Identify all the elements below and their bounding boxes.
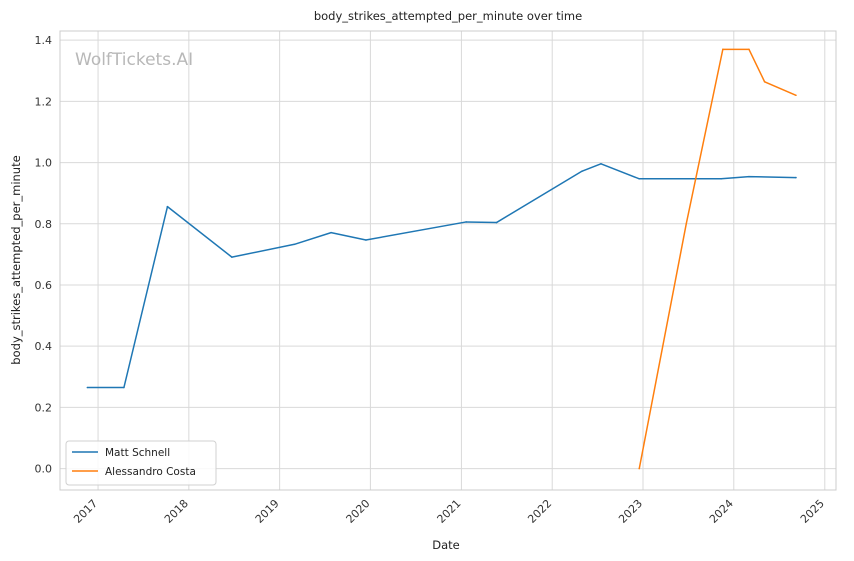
data-point — [748, 48, 750, 51]
series-line — [638, 48, 797, 469]
data-point — [638, 178, 641, 180]
data-point — [293, 243, 296, 246]
y-tick-label: 0.0 — [35, 463, 53, 476]
grid-lines — [60, 31, 836, 490]
data-point — [231, 256, 233, 258]
data-point — [600, 163, 602, 165]
data-point — [86, 386, 89, 389]
series-alessandro-costa — [638, 48, 797, 470]
y-tick-label: 1.2 — [35, 95, 53, 108]
y-tick-label: 1.0 — [35, 157, 53, 170]
data-point — [581, 170, 583, 172]
y-tick-labels: 0.0 0.2 0.4 0.6 0.8 1.0 1.2 1.4 — [35, 34, 53, 475]
data-point — [795, 94, 797, 97]
data-point — [166, 205, 169, 208]
data-point — [465, 221, 467, 223]
legend-label-matt-schnell: Matt Schnell — [105, 447, 170, 459]
legend-label-alessandro-costa: Alessandro Costa — [105, 466, 196, 478]
data-point — [365, 239, 367, 241]
watermark: WolfTickets.AI — [75, 50, 193, 70]
legend: Matt Schnell Alessandro Costa — [65, 440, 217, 486]
y-axis-label: body_strikes_attempted_per_minute — [9, 155, 23, 364]
data-point — [795, 176, 797, 179]
chart-title: body_strikes_attempted_per_minute over t… — [314, 9, 582, 23]
y-tick-label: 1.4 — [35, 34, 53, 47]
data-point — [638, 467, 641, 470]
series-lines — [86, 48, 797, 470]
data-point — [330, 231, 332, 234]
x-axis-label: Date — [432, 538, 460, 552]
plot-frame — [59, 30, 837, 491]
data-point — [720, 178, 722, 180]
data-point — [748, 175, 750, 178]
data-point — [495, 221, 498, 224]
y-tick-label: 0.4 — [35, 340, 53, 353]
y-tick-label: 0.8 — [35, 218, 53, 231]
data-point — [685, 222, 688, 225]
series-matt-schnell — [86, 163, 797, 389]
data-point — [722, 48, 724, 51]
data-point — [123, 386, 125, 389]
y-tick-label: 0.6 — [35, 279, 53, 292]
data-point — [763, 81, 766, 83]
y-tick-label: 0.2 — [35, 401, 53, 414]
legend-box — [65, 440, 217, 486]
